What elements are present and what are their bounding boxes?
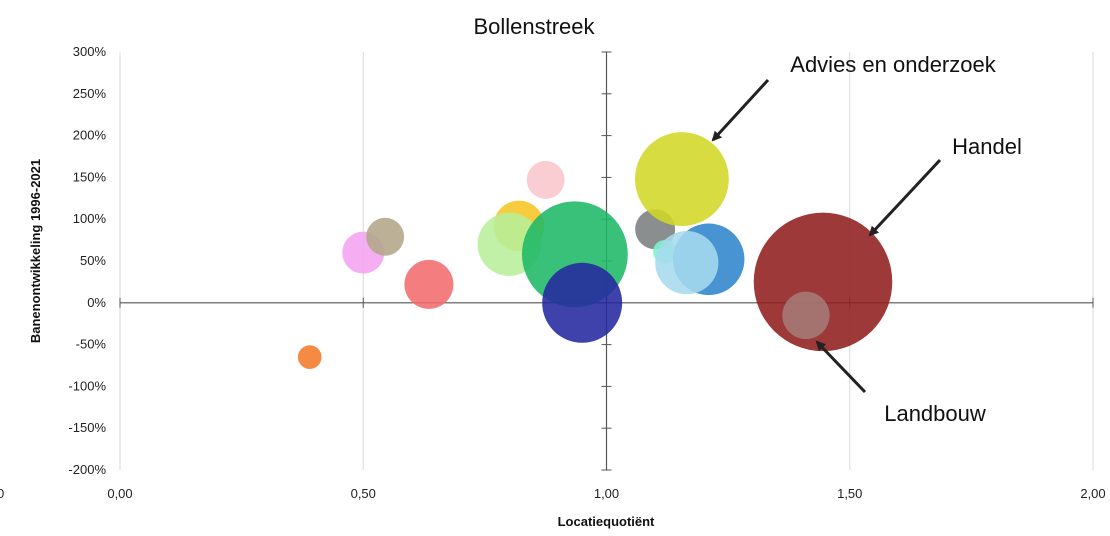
- y-tick-label: -150%: [68, 420, 106, 435]
- y-tick-label: 200%: [73, 128, 107, 143]
- bubble-point: [635, 132, 729, 226]
- annotation-label: Handel: [952, 134, 1022, 159]
- y-tick-label: -200%: [68, 462, 106, 477]
- y-tick-label: 250%: [73, 86, 107, 101]
- x-tick-label: 1,50: [837, 486, 862, 501]
- bubble-point: [297, 345, 322, 369]
- y-tick-label: 300%: [73, 44, 107, 59]
- bubble-point: [782, 291, 830, 340]
- annotation-label: Landbouw: [884, 401, 986, 426]
- annotations: Advies en onderzoek Handel Landbouw: [711, 52, 1022, 426]
- bubble-point: [404, 259, 454, 309]
- y-axis-title: Banenontwikkeling 1996-2021: [28, 159, 43, 343]
- x-axis-title: Locatiequotiënt: [558, 514, 655, 529]
- tick-labels: 300% 250% 200% 150% 100% 50% 0% -50% -100% -150% -…: [68, 44, 1105, 501]
- y-tick-label: 50%: [80, 253, 106, 268]
- bubble-point: [366, 217, 405, 256]
- annotation-arrow: [711, 78, 770, 142]
- y-tick-label: 150%: [73, 169, 107, 184]
- bubble-point: [526, 160, 565, 199]
- bubble-point: [655, 231, 719, 295]
- y-tick-label: 0%: [87, 295, 106, 310]
- bubble-point: [542, 262, 623, 343]
- bubble-series: [297, 132, 893, 369]
- y-tick-label: 100%: [73, 211, 107, 226]
- x-tick-label: 0,00: [107, 486, 132, 501]
- x-tick-label: 0,50: [351, 486, 376, 501]
- y-tick-label: -100%: [68, 378, 106, 393]
- chart-title: Bollenstreek: [473, 14, 595, 39]
- edge-tick-fragment: 0: [0, 486, 4, 501]
- x-tick-label: 2,00: [1080, 486, 1105, 501]
- annotation-label: Advies en onderzoek: [790, 52, 996, 77]
- annotation-arrow: [868, 158, 942, 237]
- annotation-arrow: [815, 340, 867, 394]
- y-tick-label: -50%: [76, 337, 107, 352]
- x-tick-label: 1,00: [594, 486, 619, 501]
